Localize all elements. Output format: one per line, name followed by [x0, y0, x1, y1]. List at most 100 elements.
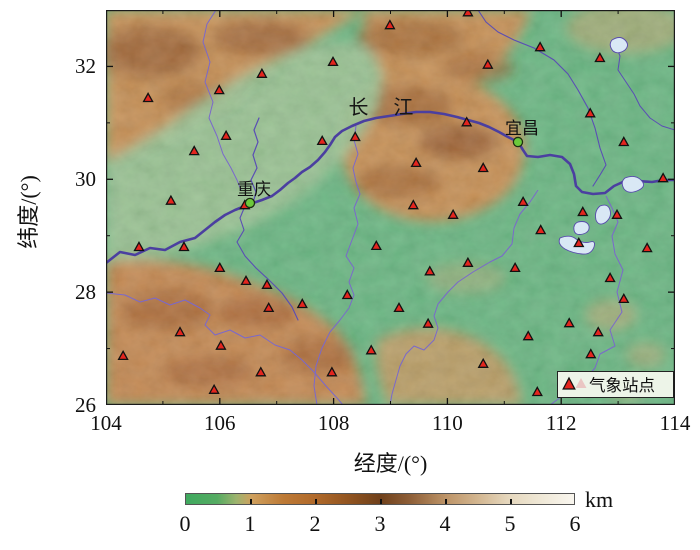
legend-label: 气象站点 [589, 376, 655, 395]
station-marker [296, 298, 308, 309]
station-marker [188, 145, 200, 156]
station-marker [213, 84, 225, 95]
relief-map: 重庆 宜昌 长 江 气象站点 [99, 2, 686, 406]
station-marker [240, 274, 252, 286]
station-marker [384, 19, 396, 30]
station-marker [618, 136, 630, 147]
lakes [558, 37, 644, 255]
elevation-colorbar [185, 493, 575, 505]
hillshade-texture-light [106, 10, 675, 405]
city-marker [512, 136, 524, 148]
colorbar-tick [380, 499, 382, 504]
colorbar-tick-label: 6 [569, 511, 581, 536]
station-marker [461, 116, 473, 127]
station-marker [263, 301, 275, 313]
colorbar-tick [510, 499, 512, 504]
station-marker [349, 131, 361, 142]
station-marker [142, 92, 154, 103]
station-marker [604, 272, 616, 283]
station-marker [316, 134, 328, 146]
colorbar-tick-label: 2 [309, 511, 321, 536]
colorbar-tick-label: 3 [374, 511, 386, 536]
station-marker [584, 107, 596, 118]
yangtze-label: 长 江 [348, 96, 423, 119]
station-marker [407, 199, 419, 210]
x-tick-label: 112 [545, 411, 577, 435]
station-marker [573, 237, 585, 248]
station-marker [326, 366, 338, 377]
station-marker [641, 242, 653, 253]
city-label: 宜昌 [505, 119, 539, 138]
colorbar-tick-label: 4 [439, 511, 451, 536]
colorbar-tick [445, 499, 447, 504]
city-markers: 重庆 宜昌 [237, 119, 539, 209]
y-tick-label: 30 [75, 167, 96, 192]
station-marker [509, 261, 521, 273]
x-tick-label: 110 [432, 411, 463, 435]
station-marker [214, 261, 226, 273]
station-marker [535, 224, 547, 235]
station-marker [611, 208, 623, 219]
station-marker [594, 52, 606, 63]
y-tick-label: 26 [75, 393, 96, 417]
station-marker [592, 326, 604, 337]
legend: 气象站点 [557, 371, 674, 398]
station-marker [327, 55, 339, 67]
station-marker [534, 41, 546, 52]
station-marker [577, 206, 589, 217]
legend-triangle-icon [562, 376, 576, 390]
x-tick-label: 108 [317, 411, 350, 435]
colorbar-tick-label: 0 [179, 511, 191, 536]
x-tick-label: 106 [204, 411, 236, 435]
station-marker [365, 344, 377, 355]
station-marker [563, 317, 575, 328]
y-tick-label: 32 [75, 54, 96, 79]
station-marker [341, 289, 353, 300]
city-label: 重庆 [237, 180, 271, 199]
x-axis-title: 经度/(°) [353, 451, 428, 476]
legend-box [557, 371, 674, 398]
station-marker [393, 301, 405, 313]
map-plot: 重庆 宜昌 长 江 气象站点 [99, 2, 686, 406]
station-marker [255, 366, 267, 377]
city-marker [244, 197, 256, 209]
station-marker [220, 129, 232, 140]
station-marker [215, 339, 227, 350]
station-marker [517, 195, 529, 207]
station-marker [256, 67, 268, 78]
station-marker [447, 208, 459, 219]
station-marker [477, 162, 489, 173]
station-markers [117, 6, 669, 397]
colorbar-tick [315, 499, 317, 504]
x-tick-label: 114 [659, 411, 691, 435]
station-marker [462, 256, 474, 267]
station-marker [462, 6, 474, 17]
colorbar-tick-label: 5 [504, 511, 516, 536]
station-marker [522, 330, 534, 341]
station-marker [165, 194, 177, 205]
station-marker [178, 241, 190, 252]
station-marker [531, 386, 543, 397]
station-marker [117, 349, 129, 361]
station-marker [261, 278, 273, 289]
station-marker [422, 317, 434, 328]
colorbar-tick-label: 1 [244, 511, 256, 536]
station-marker [174, 326, 186, 337]
y-tick-label: 28 [75, 280, 96, 305]
station-marker [370, 239, 382, 251]
station-marker [657, 172, 669, 183]
station-marker [482, 58, 494, 69]
x-tick-label: 104 [90, 411, 122, 435]
yangtze-river [104, 110, 677, 265]
tributary-rivers [236, 9, 676, 321]
plot-frame [106, 10, 675, 405]
station-marker [208, 383, 220, 394]
station-marker [477, 357, 489, 368]
station-marker [618, 292, 630, 304]
station-marker [133, 241, 145, 252]
station-marker [424, 265, 436, 276]
colorbar-unit: km [585, 487, 614, 512]
legend-triangle-ghost-icon [575, 378, 587, 388]
station-marker [410, 156, 422, 168]
